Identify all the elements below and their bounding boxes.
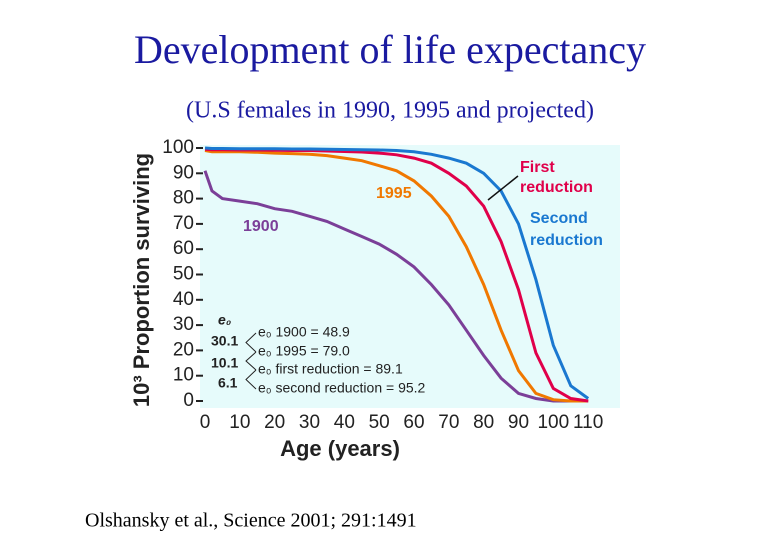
annotation: reduction [520,179,593,196]
x-axis-label: Age (years) [280,436,400,461]
y-tick-label: 0 [183,390,194,411]
y-axis-label: 10³ Proportion surviving [129,153,154,407]
plot-background [200,145,620,408]
x-tick-label: 0 [200,412,211,433]
x-tick-label: 70 [438,412,459,433]
y-tick-label: 10 [173,365,194,386]
annotation: Second [530,210,588,227]
x-tick-label: 80 [473,412,494,433]
x-tick-label: 90 [508,412,529,433]
y-tick-label: 40 [173,289,194,310]
x-tick-label: 50 [369,412,390,433]
e0-difference: 30.1 [211,333,238,349]
e0-difference: 6.1 [218,375,238,391]
x-tick-label: 10 [229,412,250,433]
x-tick-label: 60 [403,412,424,433]
y-tick-label: 20 [173,339,194,360]
e0-line: e₀ 1995 = 79.0 [258,343,350,359]
e0-bracket [245,369,257,390]
x-tick-label: 110 [573,412,603,433]
y-tick-label: 60 [173,238,194,259]
x-tick-label: 20 [264,412,285,433]
y-tick-label: 30 [173,314,194,335]
x-tick-label: 40 [334,412,355,433]
title: Development of life expectancy [134,27,646,72]
y-tick-label: 80 [173,188,194,209]
e0-line: e₀ first reduction = 89.1 [258,361,403,377]
annotation: 1995 [376,185,412,202]
source: Olshansky et al., Science 2001; 291:1491 [85,510,417,532]
series-line [204,149,589,403]
y-tick-label: 90 [173,162,194,183]
e0-bracket [245,332,257,353]
e0-difference: 10.1 [211,355,238,371]
annotation: 1900 [243,218,279,235]
annotation: First [520,159,555,176]
y-tick-label: 70 [173,213,194,234]
series-line [203,170,589,403]
e0-bracket [245,351,257,371]
e0-line: e₀ 1900 = 48.9 [258,324,350,340]
annotation: reduction [530,232,603,249]
annotation-arrow [487,175,519,201]
x-tick-label: 30 [299,412,320,433]
subtitle: (U.S females in 1990, 1995 and projected… [186,98,594,124]
y-tick-label: 50 [173,264,194,285]
series-line [204,146,590,400]
y-tick-label: 100 [162,137,194,158]
x-tick-label: 100 [537,412,569,433]
e0-line: e₀ second reduction = 95.2 [258,380,426,396]
e0-header: e₀ [218,312,232,328]
